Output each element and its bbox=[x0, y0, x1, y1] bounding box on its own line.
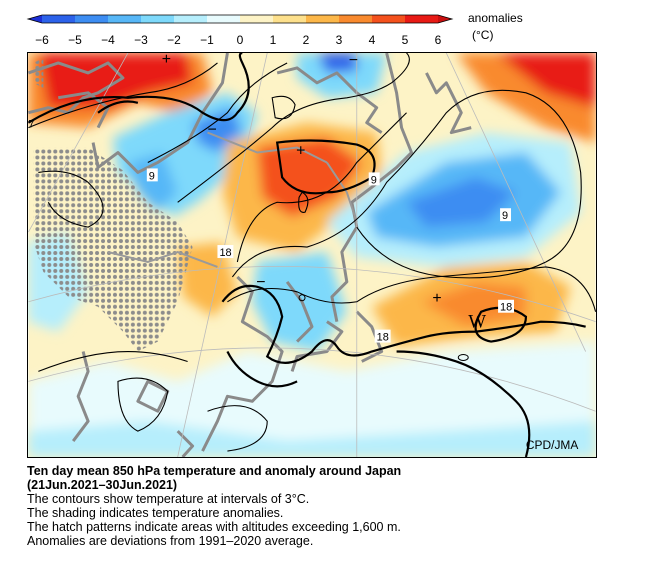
contour-label-18b: 18 bbox=[500, 302, 512, 314]
legend-swatch bbox=[174, 15, 208, 23]
legend-tick-label: −2 bbox=[167, 33, 181, 47]
contour-label-9b: 9 bbox=[371, 174, 377, 186]
legend-swatch bbox=[339, 15, 373, 23]
legend-swatch bbox=[28, 15, 42, 23]
legend-swatch bbox=[372, 15, 406, 23]
legend-swatch bbox=[141, 15, 175, 23]
small-contour-loop bbox=[457, 354, 469, 361]
contour-label-7: 7 bbox=[28, 119, 34, 131]
plus-marker-center: + bbox=[296, 142, 305, 159]
anomaly-markers: + + + − − − bbox=[162, 52, 442, 307]
graticule bbox=[28, 53, 596, 457]
anomaly-color-legend: −6 −5 −4 −3 −2 −1 0 1 2 3 4 5 6 anomalies (°C) bbox=[26, 11, 523, 47]
legend-swatch bbox=[108, 15, 142, 23]
anomaly-shading bbox=[28, 53, 596, 457]
temperature-contours bbox=[28, 53, 596, 452]
legend-unit: (°C) bbox=[472, 28, 493, 42]
warm-marker: W bbox=[468, 312, 486, 333]
legend-tick-labels: −6 −5 −4 −3 −2 −1 0 1 2 3 4 5 6 bbox=[35, 33, 442, 47]
caption-period: (21Jun.2021–30Jun.2021) bbox=[27, 478, 178, 492]
legend-tick-label: 4 bbox=[369, 33, 376, 47]
caption-shading: The shading indicates temperature anomal… bbox=[27, 506, 284, 520]
legend-swatch bbox=[207, 15, 241, 23]
caption-baseline: Anomalies are deviations from 1991–2020 … bbox=[27, 534, 314, 548]
map-caption: Ten day mean 850 hPa temperature and ano… bbox=[27, 464, 627, 548]
legend-swatch bbox=[306, 15, 340, 23]
legend-color-bar bbox=[26, 14, 454, 24]
minus-marker-north: − bbox=[349, 52, 358, 69]
legend-tick-label: −3 bbox=[134, 33, 148, 47]
legend-tick-label: −6 bbox=[35, 33, 49, 47]
legend-tick-label: 3 bbox=[336, 33, 343, 47]
contour-label-18c: 18 bbox=[377, 332, 389, 344]
legend-tick-label: 1 bbox=[270, 33, 277, 47]
legend-outline bbox=[26, 14, 454, 24]
reference-point bbox=[298, 294, 306, 302]
legend-tick-label: 6 bbox=[435, 33, 442, 47]
legend-tick-label: 0 bbox=[237, 33, 244, 47]
credit-label: CPD/JMA bbox=[526, 438, 578, 452]
legend-tick-label: −1 bbox=[200, 33, 214, 47]
legend-tick-label: −5 bbox=[68, 33, 82, 47]
legend-swatch bbox=[42, 15, 76, 23]
contour-label-18a: 18 bbox=[219, 247, 231, 259]
legend-tick-label: 2 bbox=[303, 33, 310, 47]
caption-title: Ten day mean 850 hPa temperature and ano… bbox=[27, 464, 402, 478]
plus-marker-nw: + bbox=[162, 52, 171, 68]
legend-swatch bbox=[273, 15, 307, 23]
legend-tick-label: 5 bbox=[402, 33, 409, 47]
legend-tick-label: −4 bbox=[101, 33, 115, 47]
anomaly-map: 9 9 9 18 18 18 7 + + + − − − W CPD/JMA bbox=[27, 52, 597, 458]
temperature-contours-bold bbox=[28, 53, 586, 457]
legend-swatch bbox=[438, 15, 452, 23]
minus-marker-japan-sea: − bbox=[256, 274, 265, 291]
plus-marker-se: + bbox=[432, 290, 441, 307]
legend-swatch bbox=[405, 15, 439, 23]
high-terrain-hatch-small bbox=[33, 57, 44, 88]
caption-contours: The contours show temperature at interva… bbox=[27, 492, 310, 506]
caption-hatch: The hatch patterns indicate areas with a… bbox=[27, 520, 401, 534]
legend-swatch bbox=[240, 15, 274, 23]
contour-label-9a: 9 bbox=[149, 170, 155, 182]
high-terrain-hatch bbox=[33, 147, 193, 352]
contour-labels: 9 9 9 18 18 18 7 bbox=[28, 119, 514, 344]
legend-swatch bbox=[75, 15, 109, 23]
legend-title: anomalies bbox=[468, 11, 523, 25]
minus-marker-west: − bbox=[208, 122, 217, 139]
contour-label-9c: 9 bbox=[502, 210, 508, 222]
